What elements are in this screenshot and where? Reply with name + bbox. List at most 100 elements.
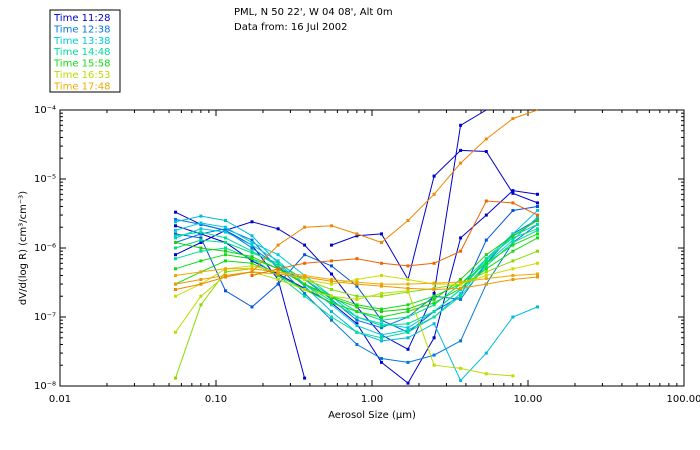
data-point [536,222,539,226]
data-point [536,215,539,219]
data-point [224,228,227,232]
data-point [355,310,359,313]
data-point [224,227,227,231]
data-point [199,270,203,274]
series-22 [250,199,539,277]
data-point [511,191,515,195]
data-point [330,301,333,305]
data-point [174,330,177,334]
data-point [511,117,515,121]
data-point [174,282,177,286]
data-point [355,234,359,238]
data-point [174,224,177,228]
data-point [536,249,539,253]
legend-entry: Time 11:28 [53,13,110,24]
data-point [432,310,436,313]
data-point [459,282,463,286]
y-tick-label: 10⁻⁸ [34,381,56,392]
data-point [536,227,539,231]
data-point [406,326,410,330]
data-point [459,291,463,295]
data-point [380,336,383,340]
legend-entry: Time 13:38 [53,36,110,47]
data-point [330,243,333,247]
data-point [250,241,254,244]
data-point [330,264,333,268]
data-point [276,261,280,265]
data-point [224,289,227,293]
data-point [330,288,333,291]
data-point [199,282,203,286]
data-point [380,310,383,313]
y-axis: 10⁻⁸ 10⁻⁷ 10⁻⁶ 10⁻⁵ 10⁻⁴ [34,105,684,392]
data-point [355,282,359,286]
data-point [174,217,177,221]
data-point [380,291,383,295]
data-point [199,241,203,244]
data-point [276,267,280,271]
data-point [174,246,177,250]
data-point [380,326,383,330]
data-point [432,301,436,305]
data-point [174,376,177,380]
data-point [330,224,333,228]
data-point [459,294,463,298]
data-point [536,213,539,217]
data-point [303,284,307,288]
data-point [484,259,488,263]
data-point [224,225,227,229]
data-point [303,243,307,247]
data-point [355,330,359,334]
data-point [511,201,515,205]
data-point [330,278,333,281]
data-point [199,246,203,250]
data-point [303,288,307,291]
x-tick-label: 0.01 [49,394,71,405]
data-point [330,272,333,276]
data-point [224,219,227,222]
x-tick-label: 0.10 [205,394,227,405]
header-location: PML, N 50 22', W 04 08', Alt 0m [234,7,393,18]
data-point [459,339,463,343]
data-point [406,278,410,281]
data-point [355,294,359,298]
data-point [355,322,359,326]
legend-entry: Time 17:48 [53,81,110,92]
legend-entry: Time 12:38 [53,24,110,35]
data-point [199,214,203,218]
data-point [459,123,463,127]
data-point [432,297,436,301]
data-point [536,201,539,205]
data-point [355,280,359,284]
data-point [380,357,383,360]
data-point [536,261,539,265]
data-point [406,322,410,326]
data-point [250,220,254,224]
data-point [174,232,177,236]
data-point [355,257,359,261]
y-tick-label: 10⁻⁷ [34,312,56,323]
data-point [380,315,383,319]
series-line [175,229,306,379]
data-point [536,305,539,309]
data-point [459,236,463,240]
data-point [330,297,333,301]
data-point [406,219,410,222]
data-point [330,299,333,303]
data-point [224,246,227,250]
data-point [459,297,463,301]
data-point [380,261,383,265]
data-point [432,294,436,298]
series-layer [174,109,539,385]
data-point [330,259,333,263]
data-point [432,261,436,265]
data-point [432,363,436,367]
legend-entry: Time 16:53 [53,70,110,81]
data-point [224,267,227,271]
data-point [484,270,488,274]
data-point [406,264,410,268]
data-point [432,303,436,307]
data-point [199,238,203,242]
data-point [459,286,463,290]
